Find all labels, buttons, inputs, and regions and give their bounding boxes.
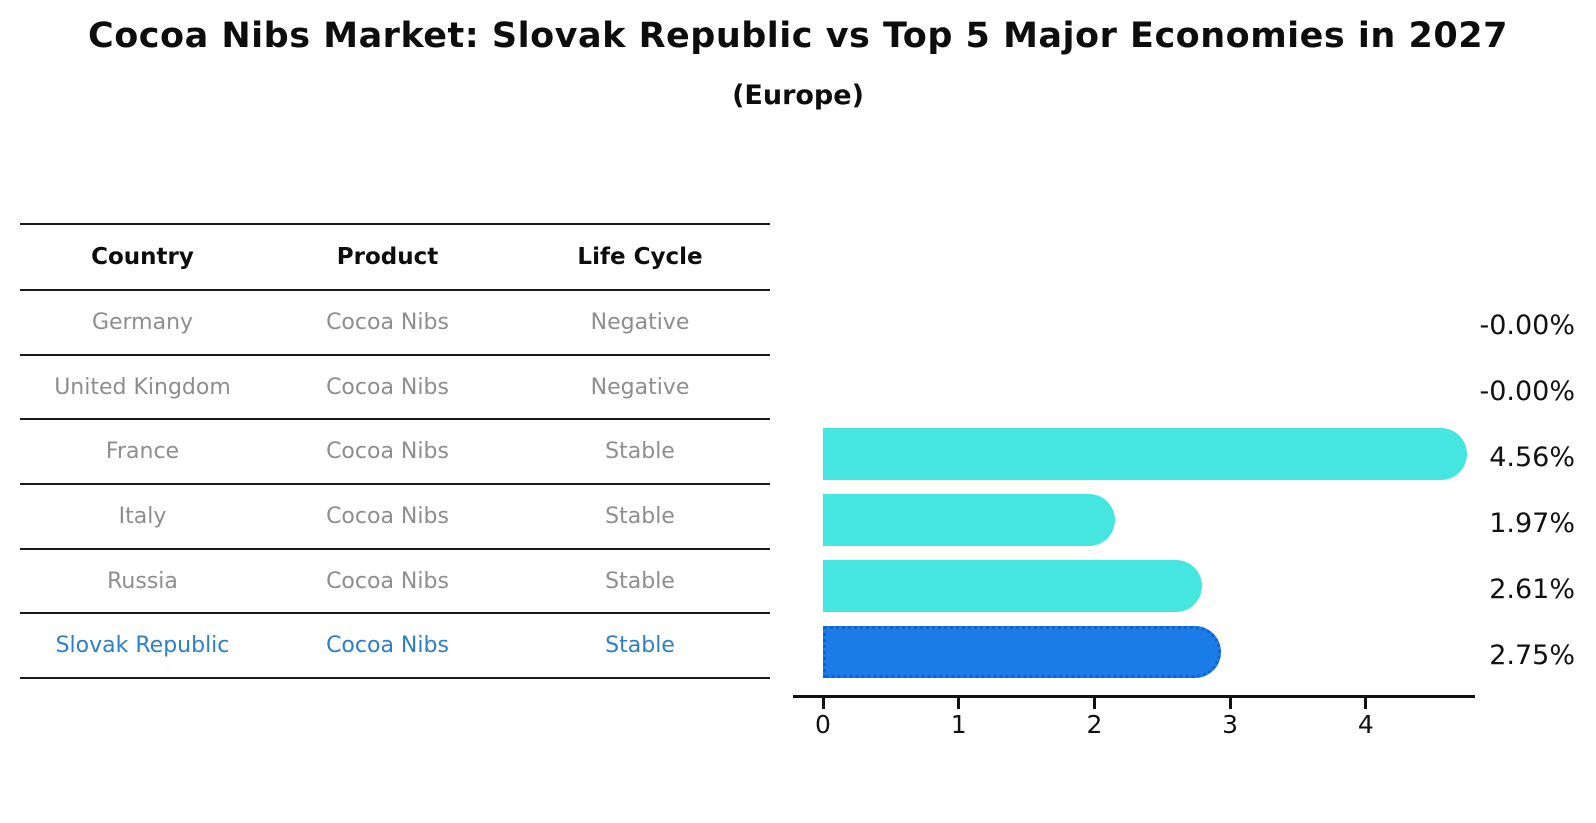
x-axis-tick <box>1228 698 1232 709</box>
table-header-product: Product <box>336 244 439 270</box>
bar-russia <box>823 559 1203 612</box>
table-cell-life-cycle: Negative <box>590 309 690 335</box>
chart-subtitle: (Europe) <box>732 80 864 111</box>
table-cell-life-cycle: Stable <box>605 439 675 465</box>
chart-title: Cocoa Nibs Market: Slovak Republic vs To… <box>88 16 1508 56</box>
table-cell-country: Slovak Republic <box>55 633 230 659</box>
table-cell-product: Cocoa Nibs <box>326 503 449 529</box>
table-cell-product: Cocoa Nibs <box>326 568 449 594</box>
country-table: Country Product Life Cycle Germany Cocoa … <box>20 223 770 680</box>
table-row: Slovak Republic Cocoa Nibs Stable <box>20 614 770 680</box>
x-axis-tick <box>1364 698 1368 709</box>
table-cell-product: Cocoa Nibs <box>326 439 449 465</box>
table-header-life-cycle: Life Cycle <box>577 244 703 270</box>
table-cell-product: Cocoa Nibs <box>326 633 449 659</box>
bar-italy <box>823 493 1116 546</box>
table-cell-product: Cocoa Nibs <box>326 374 449 400</box>
x-axis-tick <box>957 698 961 709</box>
value-label-russia: 2.61% <box>1489 573 1575 605</box>
x-axis-line <box>793 695 1475 698</box>
table-cell-country: Germany <box>91 309 194 335</box>
table-header-country: Country <box>91 244 194 270</box>
value-label-germany: -0.00% <box>1479 310 1575 342</box>
x-axis-tick <box>821 698 825 709</box>
table-cell-life-cycle: Stable <box>605 503 675 529</box>
table-header-row: Country Product Life Cycle <box>20 225 770 291</box>
x-axis-tick-label: 2 <box>1086 710 1103 739</box>
bar-slovak-republic <box>823 625 1222 678</box>
table-cell-country: France <box>105 439 180 465</box>
table-cell-life-cycle: Stable <box>605 633 675 659</box>
value-label-slovak-republic: 2.75% <box>1489 639 1575 671</box>
table-row: Italy Cocoa Nibs Stable <box>20 485 770 550</box>
table-row: France Cocoa Nibs Stable <box>20 420 770 486</box>
table-row: Russia Cocoa Nibs Stable <box>20 550 770 615</box>
value-label-france: 4.56% <box>1489 442 1575 474</box>
table-cell-life-cycle: Negative <box>590 374 690 400</box>
table-cell-product: Cocoa Nibs <box>326 309 449 335</box>
x-axis-tick-label: 0 <box>815 710 831 739</box>
table-cell-country: United Kingdom <box>54 374 231 400</box>
value-label-italy: 1.97% <box>1489 507 1575 539</box>
table-cell-life-cycle: Stable <box>605 568 675 594</box>
bar-france <box>823 428 1467 481</box>
table-cell-country: Russia <box>107 568 178 594</box>
table-row: Germany Cocoa Nibs Negative <box>20 291 770 356</box>
x-axis-tick <box>1092 698 1096 709</box>
value-label-united-kingdom: -0.00% <box>1479 376 1575 408</box>
x-axis-tick-label: 1 <box>950 710 967 739</box>
x-axis-tick-label: 3 <box>1222 710 1239 739</box>
table-cell-country: Italy <box>118 503 167 529</box>
table-row: United Kingdom Cocoa Nibs Negative <box>20 356 770 421</box>
x-axis-tick-label: 4 <box>1357 710 1374 739</box>
